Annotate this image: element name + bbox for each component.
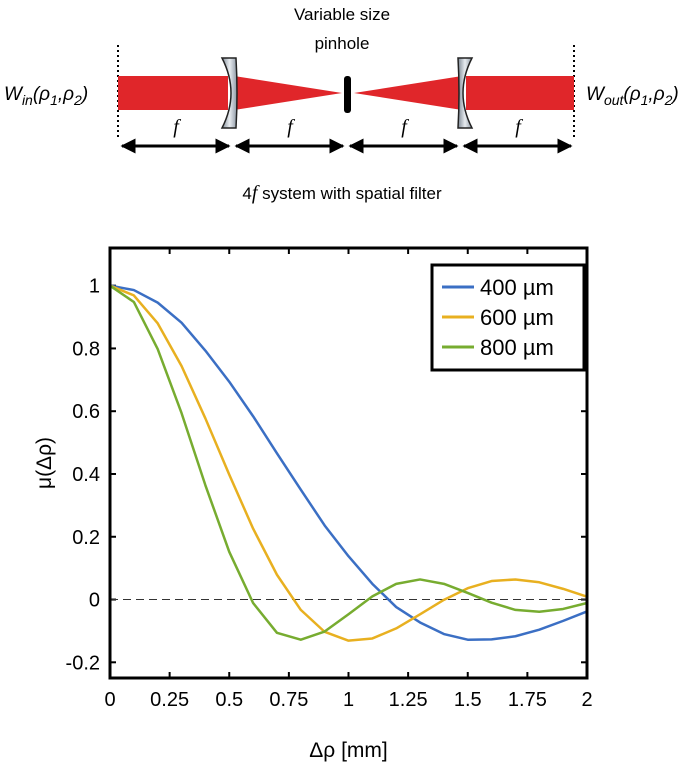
data-line — [109, 284, 588, 641]
x-tick-label: 0 — [104, 689, 115, 711]
beam-cone — [354, 76, 462, 110]
input-label: Win(ρ1,ρ2) — [4, 84, 88, 108]
x-tick-label: 1 — [343, 689, 354, 711]
y-tick-label: 0.2 — [72, 527, 100, 549]
data-line — [109, 284, 588, 641]
legend-label: 400 µm — [480, 275, 554, 300]
y-tick-label: 0.6 — [72, 401, 100, 423]
x-tick-label: 1.75 — [508, 689, 547, 711]
x-tick-label: 1.25 — [389, 689, 428, 711]
y-tick-label: 0 — [89, 590, 100, 612]
focal-label: f — [173, 116, 181, 138]
label-part: ,ρ — [648, 84, 664, 105]
x-tick-label: 0.75 — [269, 689, 308, 711]
y-tick-label: -0.2 — [66, 652, 100, 674]
label-part: in — [22, 92, 33, 108]
label-part: (ρ — [623, 84, 640, 105]
lens — [457, 57, 474, 129]
label-part: ) — [670, 84, 678, 105]
y-tick-label: 1 — [89, 276, 100, 298]
pinhole-label: pinhole — [315, 34, 370, 53]
output-label: Wout(ρ1,ρ2) — [586, 84, 679, 108]
y-axis-label: μ(Δρ) — [33, 437, 56, 489]
label-part: 1 — [641, 92, 649, 108]
caption: 4f system with spatial filter — [242, 182, 442, 204]
label-part: 2 — [664, 92, 673, 108]
legend-label: 800 µm — [480, 335, 554, 360]
pinhole — [344, 76, 351, 113]
legend: 400 µm 600 µm 800 µm — [430, 263, 586, 372]
chart: -0.200.20.40.60.810 0.25 0.5 0.75 1 1.25 1.5 1.… — [33, 246, 593, 762]
label-part: W — [4, 84, 24, 105]
x-tick-label: 0.5 — [215, 689, 243, 711]
lens — [220, 57, 238, 129]
x-tick-label: 1.5 — [454, 689, 482, 711]
x-tick-label: 0.25 — [150, 689, 189, 711]
label-part: W — [586, 84, 606, 105]
label-part: 2 — [73, 92, 82, 108]
label-part: ) — [80, 84, 88, 105]
caption-part: 4 — [242, 184, 251, 203]
beam — [118, 76, 228, 110]
caption-part: system with spatial filter — [257, 184, 442, 203]
focal-label: f — [287, 116, 295, 138]
beam-cone — [234, 76, 342, 110]
beam — [466, 76, 574, 110]
data-line — [109, 284, 588, 642]
optical-diagram: f f f f Variable size pinhole Win(ρ1,ρ2)… — [4, 5, 679, 204]
label-part: out — [604, 92, 625, 108]
y-tick-label: 0.8 — [72, 338, 100, 360]
label-part: 1 — [50, 92, 58, 108]
y-tick-label: 0.4 — [72, 464, 100, 486]
focal-label: f — [515, 116, 523, 138]
focal-label: f — [401, 116, 409, 138]
x-axis-label: Δρ [mm] — [309, 739, 387, 762]
pinhole-label: Variable size — [294, 5, 390, 24]
caption-part: f — [252, 182, 260, 204]
label-part: ,ρ — [58, 84, 74, 105]
x-tick-label: 2 — [581, 689, 592, 711]
label-part: (ρ — [33, 84, 50, 105]
plot-frame — [108, 246, 589, 680]
legend-label: 600 µm — [480, 305, 554, 330]
